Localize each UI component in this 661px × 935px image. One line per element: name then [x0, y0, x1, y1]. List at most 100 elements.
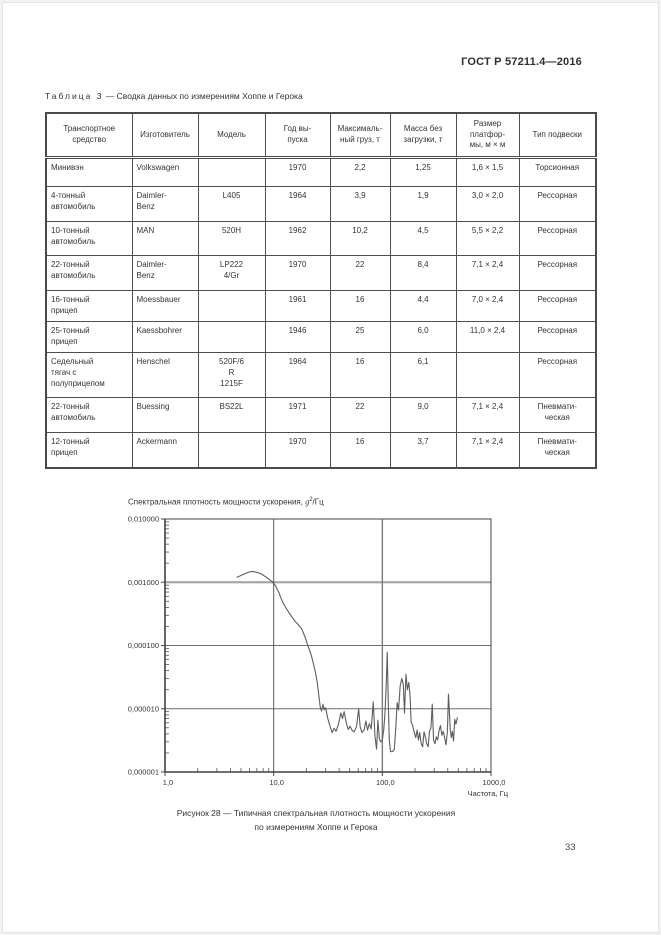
figure-caption-line2: по измерениям Хоппе и Герока — [254, 821, 378, 832]
table-cell: 12-тонный прицеп — [45, 432, 133, 468]
table-cell: Henschel — [131, 352, 199, 398]
table-cell: 2,2 — [329, 157, 391, 187]
psd-curve — [236, 570, 458, 753]
table-row: 4-тонный автомобиль Daimler- Benz L405 1964… — [45, 186, 597, 222]
table-number-label: Таблица 3 — [45, 91, 104, 101]
table-cell: 22 — [329, 255, 391, 291]
table-cell: 1964 — [264, 352, 331, 398]
table-cell: 22-тонный автомобиль — [45, 255, 133, 291]
table-cell: 1970 — [264, 432, 331, 468]
table-cell: 1970 — [264, 157, 331, 187]
column-header: Размер платфор- мы, м × м — [455, 112, 520, 159]
column-header: Транспортное средство — [45, 112, 133, 159]
table-cell: 3,9 — [329, 186, 391, 222]
table-cell: 16 — [329, 352, 391, 398]
table-row: 16-тонный прицеп Moessbauer 1961 16 4,4 7,0 ×… — [45, 290, 597, 322]
table-cell: 7,1 × 2,4 — [455, 255, 520, 291]
column-header: Год вы- пуска — [264, 112, 331, 159]
table-title-text: — Сводка данных по измерениям Хоппе и Ге… — [105, 91, 303, 101]
table-cell: Рессорная — [518, 352, 597, 398]
table-cell — [197, 290, 266, 322]
chart-title-prefix: Спектральная плотность мощности ускорени… — [128, 497, 306, 507]
chart-title-exponent: 2 — [309, 497, 313, 503]
column-header: Максималь- ный груз, т — [329, 112, 391, 159]
psd-chart: 0,010000 0,001000 0,000100 0,000010 0,000001… — [128, 515, 509, 799]
table-cell: 7,1 × 2,4 — [455, 397, 520, 433]
table-cell: Минивэн — [45, 157, 133, 187]
column-header: Масса без загрузки, т — [389, 112, 457, 159]
table-cell: 5,5 × 2,2 — [455, 221, 520, 256]
table-cell: Торсионная — [518, 157, 597, 187]
table-cell: Пневмати- ческая — [518, 397, 597, 433]
table-cell — [197, 321, 266, 353]
figure-caption: Рисунок 28 — Типичная спектральная плотн… — [0, 807, 632, 834]
table-cell: 22 — [329, 397, 391, 433]
table-cell: 10-тонный автомобиль — [45, 221, 133, 256]
table-cell: L405 — [197, 186, 266, 222]
table-row: 10-тонный автомобиль MAN 520H 1962 10,2 4,5 5,… — [45, 221, 597, 256]
table-cell: Daimler- Benz — [131, 255, 199, 291]
x-tick-label: 1000,0 — [483, 778, 506, 787]
table-cell: MAN — [131, 221, 199, 256]
table-cell: 1964 — [264, 186, 331, 222]
table-cell — [197, 432, 266, 468]
table-cell: Daimler- Benz — [131, 186, 199, 222]
table-row: Седельный тягач с полуприцепом Henschel 52… — [45, 352, 597, 398]
table-cell: 1,6 × 1,5 — [455, 157, 520, 187]
table-cell: Седельный тягач с полуприцепом — [45, 352, 133, 398]
table-cell: 16-тонный прицеп — [45, 290, 133, 322]
table-row: 22-тонный автомобиль Daimler- Benz LP222 4… — [45, 255, 597, 291]
table-row: Минивэн Volkswagen 1970 2,2 1,25 1,6 × 1,5 Тор… — [45, 157, 597, 187]
table-cell: 16 — [329, 290, 391, 322]
x-tick-label: 100,0 — [376, 778, 395, 787]
table-cell: 10,2 — [329, 221, 391, 256]
table-row: 12-тонный прицеп Ackermann 1970 16 3,7 7,1 × … — [45, 432, 597, 468]
table-cell: 1970 — [264, 255, 331, 291]
table-cell: 6,0 — [389, 321, 457, 353]
table-row: 22-тонный автомобиль Buessing BS22L 1971 22 9… — [45, 397, 597, 433]
table-cell: Рессорная — [518, 186, 597, 222]
figure-caption-line1: Рисунок 28 — Типичная спектральная плотн… — [176, 808, 456, 818]
vehicle-measurements-table: Транспортное средство Изготовитель Модель Г… — [45, 112, 597, 469]
table-cell: Kaessbohrer — [131, 321, 199, 353]
y-tick-label: 0,010000 — [128, 515, 159, 524]
table-cell: Buessing — [131, 397, 199, 433]
table-row: 25-тонный прицеп Kaessbohrer 1946 25 6,0 11,0… — [45, 321, 597, 353]
table-cell — [197, 157, 266, 187]
table-cell: LP222 4/Gr — [197, 255, 266, 291]
x-axis-label: Частота, Гц — [468, 789, 509, 798]
page-number: 33 — [565, 842, 576, 853]
table-cell: 1961 — [264, 290, 331, 322]
column-header: Модель — [197, 112, 266, 159]
table-cell: 22-тонный автомобиль — [45, 397, 133, 433]
chart-title-variable: g — [305, 497, 310, 507]
table-cell: 7,1 × 2,4 — [455, 432, 520, 468]
column-header: Тип подвески — [518, 112, 597, 159]
table-cell: 520F/6 R 1215F — [197, 352, 266, 398]
table-cell: 7,0 × 2,4 — [455, 290, 520, 322]
table-cell: Volkswagen — [131, 157, 199, 187]
table-cell: Рессорная — [518, 255, 597, 291]
table-cell: BS22L — [197, 397, 266, 433]
chart-title-units: /Гц — [312, 497, 324, 507]
table-cell: 11,0 × 2,4 — [455, 321, 520, 353]
table-cell: 1946 — [264, 321, 331, 353]
table-cell: 3,7 — [389, 432, 457, 468]
table-cell: Рессорная — [518, 290, 597, 322]
table-header-row: Транспортное средство Изготовитель Модель Г… — [45, 112, 597, 159]
table-cell: 3,0 × 2,0 — [455, 186, 520, 222]
table-cell: 6,1 — [389, 352, 457, 398]
table-cell: Moessbauer — [131, 290, 199, 322]
chart-title: Спектральная плотность мощности ускорени… — [128, 497, 324, 507]
table-cell: Рессорная — [518, 321, 597, 353]
table-cell: 520H — [197, 221, 266, 256]
column-header: Изготовитель — [131, 112, 199, 159]
table-cell: 4,5 — [389, 221, 457, 256]
table-cell: 9,0 — [389, 397, 457, 433]
table-cell: 1,25 — [389, 157, 457, 187]
x-tick-label: 1,0 — [163, 778, 173, 787]
table-cell: 25-тонный прицеп — [45, 321, 133, 353]
y-tick-label: 0,001000 — [128, 578, 159, 587]
table-cell: 8,4 — [389, 255, 457, 291]
